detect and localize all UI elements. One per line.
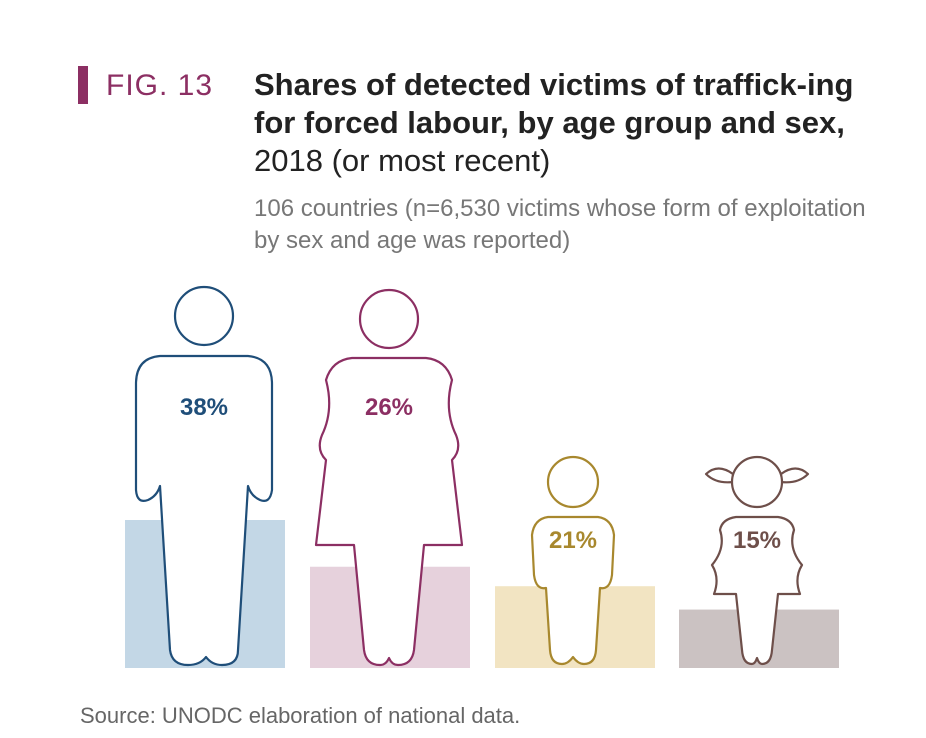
value-label-women: 26% (365, 394, 413, 421)
chart-title-regular: 2018 (or most recent) (254, 143, 551, 178)
man-figure-icon (134, 285, 274, 667)
figures-layer (134, 285, 810, 667)
chart-subtitle: 106 countries (n=6,530 victims whose for… (254, 195, 866, 254)
girl-figure-icon (704, 455, 810, 666)
figure-accent-bar (78, 66, 88, 104)
chart-title: Shares of detected victims of traffick-i… (254, 66, 894, 180)
labels-layer: 38% 26% 21% 15% (180, 394, 781, 554)
source-note: Source: UNODC elaboration of national da… (80, 703, 521, 728)
chart-title-bold: Shares of detected victims of traffick-i… (254, 67, 854, 140)
woman-figure-icon (314, 288, 464, 667)
figure-label: FIG. 13 (106, 69, 214, 102)
boy-figure-icon (530, 455, 616, 666)
value-label-girls: 15% (733, 527, 781, 554)
value-label-men: 38% (180, 394, 228, 421)
value-label-boys: 21% (549, 527, 597, 554)
